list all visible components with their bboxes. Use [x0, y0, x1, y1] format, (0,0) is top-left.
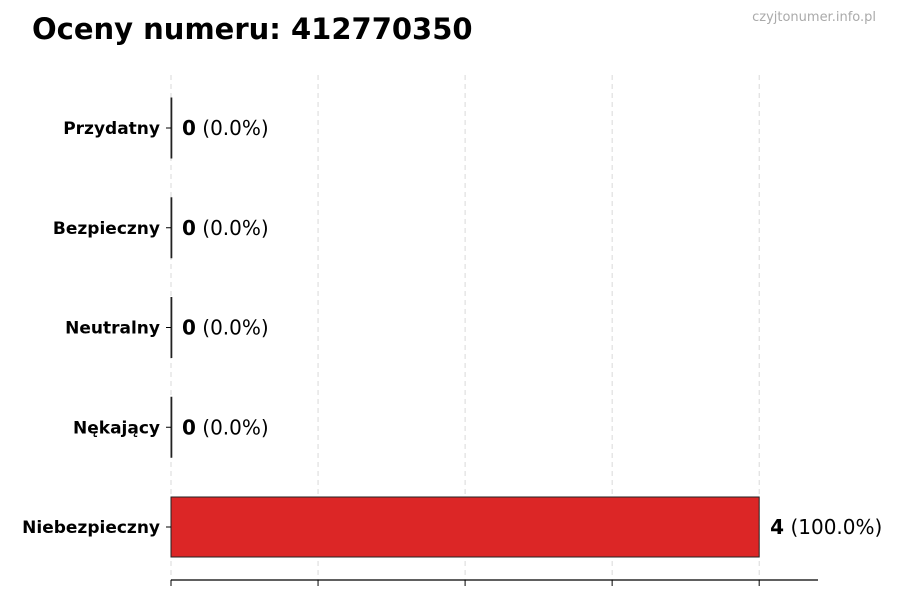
category-label: Neutralny [65, 319, 160, 339]
value-count: 0 [182, 216, 196, 240]
value-percent: (0.0%) [196, 216, 269, 240]
bar [170, 97, 173, 159]
bar [170, 496, 760, 558]
value-count: 0 [182, 316, 196, 340]
value-count: 0 [182, 415, 196, 439]
value-label: 0 (0.0%) [182, 316, 269, 340]
value-label: 4 (100.0%) [770, 515, 882, 539]
value-percent: (0.0%) [196, 316, 269, 340]
value-count: 0 [182, 116, 196, 140]
value-percent: (100.0%) [784, 515, 882, 539]
value-label: 0 (0.0%) [182, 216, 269, 240]
category-label: Przydatny [63, 119, 160, 139]
chart-title: Oceny numeru: 412770350 [32, 12, 473, 46]
category-label: Bezpieczny [53, 219, 160, 239]
value-label: 0 (0.0%) [182, 116, 269, 140]
value-label: 0 (0.0%) [182, 415, 269, 439]
category-label: Niebezpieczny [22, 518, 160, 538]
value-percent: (0.0%) [196, 415, 269, 439]
category-label: Nękający [73, 418, 160, 438]
value-percent: (0.0%) [196, 116, 269, 140]
value-count: 4 [770, 515, 784, 539]
bar [170, 297, 173, 358]
bar [170, 197, 173, 259]
watermark: czyjtonumer.info.pl [752, 10, 876, 25]
bar [170, 396, 173, 458]
